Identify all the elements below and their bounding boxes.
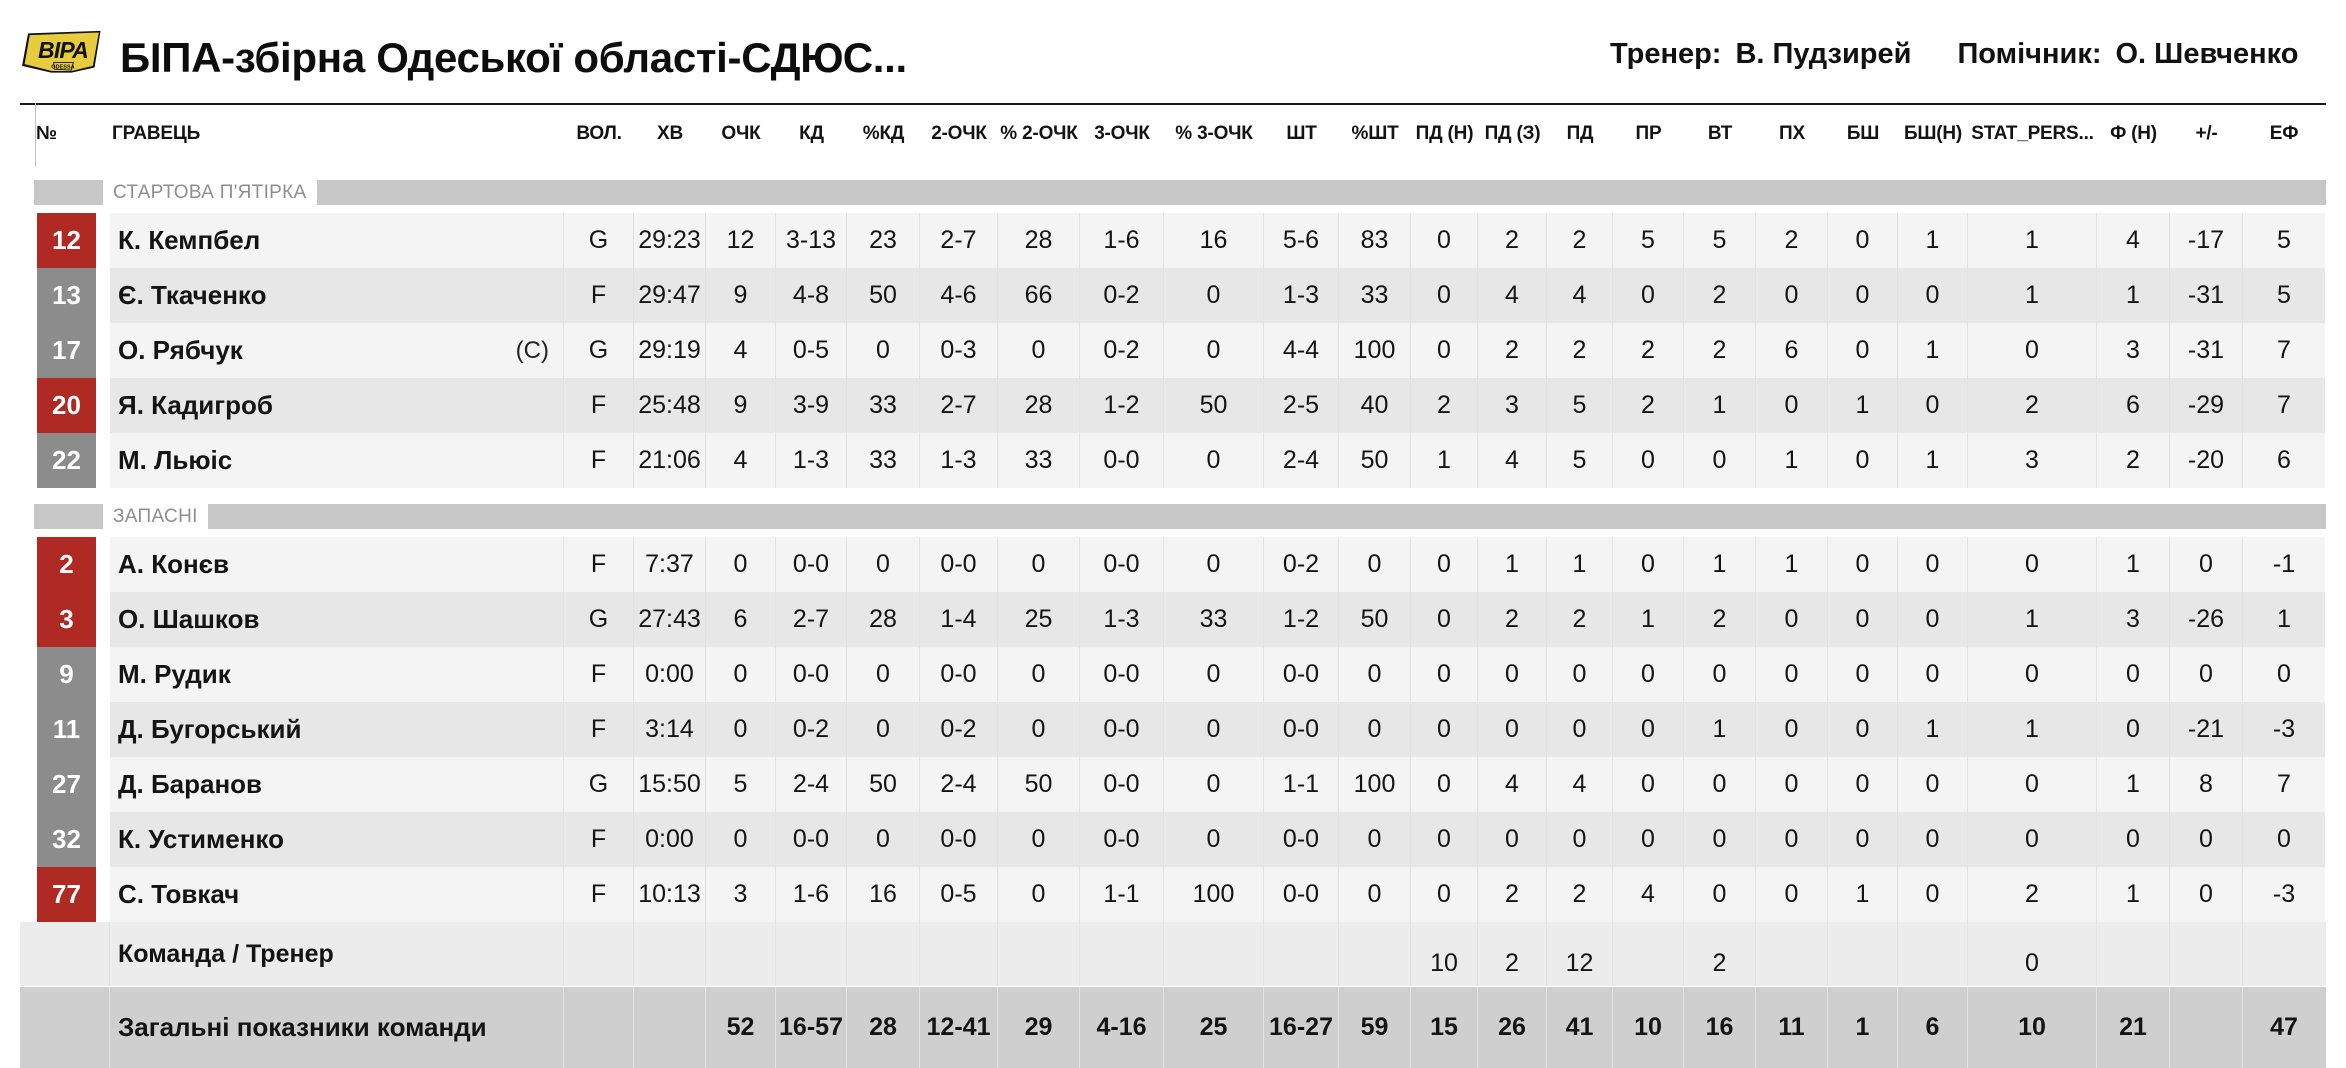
svg-text:BIPA: BIPA [38, 37, 88, 63]
svg-text:ODESSA: ODESSA [51, 64, 74, 70]
